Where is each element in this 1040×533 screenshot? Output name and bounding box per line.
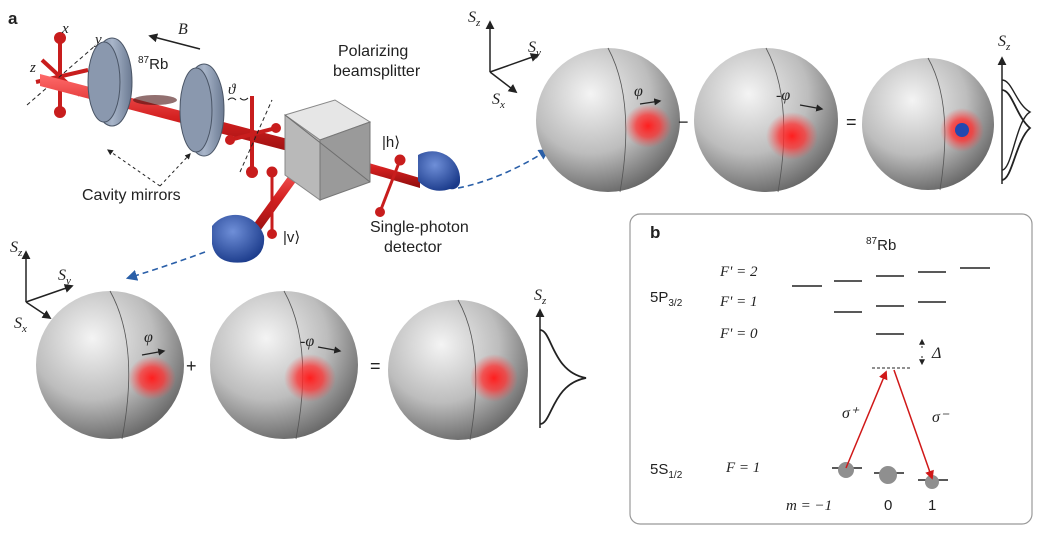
bottom-axis-sx: Sx <box>14 315 27 335</box>
panel-a: a x y z B 87Rb <box>8 9 550 281</box>
analyzer-dashed <box>239 99 273 173</box>
level-f2-label: F' = 2 <box>719 264 758 280</box>
bottom-sz-distribution <box>535 308 587 428</box>
atom-label: 87Rb <box>138 55 168 73</box>
panel-b-box <box>629 213 1033 525</box>
angle-brace <box>227 97 249 101</box>
panel-a-label: a <box>8 9 18 28</box>
top-sz-distribution <box>997 56 1032 184</box>
top-sphere-1 <box>536 47 680 193</box>
top-spin-axes <box>485 20 540 94</box>
bottom-op-2: = <box>370 356 381 376</box>
v-port-marker <box>266 166 278 239</box>
ground-state-label: 5S1/2 <box>650 461 683 481</box>
top-axis-sx: Sx <box>492 91 505 111</box>
top-op-1: − <box>678 112 689 132</box>
top-sz-label: Sz <box>998 33 1011 53</box>
analyzer-angle: ϑ <box>228 82 237 98</box>
cavity-mirrors-label: Cavity mirrors <box>82 187 181 204</box>
bottom-phi-2: -φ <box>300 333 314 350</box>
top-sphere-2 <box>694 47 838 193</box>
bottom-sphere-1 <box>36 290 184 440</box>
panel-b-atom: 87Rb <box>866 236 896 254</box>
polarization-analyzer <box>225 96 281 178</box>
excited-state-label: 5P3/2 <box>650 289 683 309</box>
detector-h <box>418 151 461 191</box>
level-f1-label: F' = 1 <box>719 294 758 310</box>
panel-b-label: b <box>650 223 660 242</box>
bottom-axis-sy: Sy <box>58 267 71 287</box>
level-fg-label: F = 1 <box>725 460 760 476</box>
pbs-label-line2: beamsplitter <box>333 63 421 80</box>
m-one-label: 1 <box>928 497 936 514</box>
pbs-label-line1: Polarizing <box>338 43 408 60</box>
detector-label-line2: detector <box>384 239 442 256</box>
detector-label-line1: Single-photon <box>370 219 469 236</box>
top-axis-sz: Sz <box>468 9 481 29</box>
axis-z-label: z <box>29 60 36 76</box>
atom-axis-dashed <box>26 44 97 106</box>
mirror-pointer-left <box>107 149 161 187</box>
b-field-label: B <box>178 21 188 38</box>
bottom-sz-label: Sz <box>534 287 547 307</box>
bottom-sphere-3 <box>388 299 528 441</box>
top-sphere-3 <box>862 57 994 191</box>
arrow-to-bottom-row <box>125 251 206 281</box>
h-port-marker <box>375 154 406 217</box>
sigma-minus-label: σ⁻ <box>932 409 950 426</box>
bottom-phi-1: φ <box>144 329 153 346</box>
top-phi-2: -φ <box>776 87 790 104</box>
raman-transitions <box>845 369 934 480</box>
port-h-label: |h⟩ <box>382 134 400 151</box>
detuning-label: Δ <box>931 345 941 362</box>
cavity-mirror-right <box>179 63 225 157</box>
m-zero-label: 0 <box>884 497 892 514</box>
cavity-mirror-left <box>87 37 133 127</box>
levels-f1 <box>834 301 946 313</box>
detector-v <box>212 214 265 263</box>
top-phi-1: φ <box>634 83 643 100</box>
bottom-op-1: + <box>186 356 197 376</box>
sigma-plus-label: σ⁺ <box>842 405 860 422</box>
bottom-spin-axes <box>21 250 74 319</box>
port-v-label: |v⟩ <box>283 229 300 246</box>
mirror-pointer-right <box>159 153 191 187</box>
bottom-sphere-2 <box>210 290 358 440</box>
top-spin-row: Sz Sy Sx φ − -φ = <box>468 9 1032 193</box>
ground-levels <box>832 462 948 489</box>
bottom-spin-row: Sz Sy Sx φ + -φ = Sz <box>10 239 587 441</box>
levels-f2 <box>792 267 990 287</box>
top-op-2: = <box>846 112 857 132</box>
arrow-to-top-row <box>457 148 550 189</box>
axis-x-label: x <box>61 21 69 37</box>
axis-y-label: y <box>93 32 102 48</box>
m-label: m = −1 <box>786 498 832 514</box>
panel-b: b 87Rb 5P3/2 F' = 2 F' = 1 F' = 0 Δ 5S1/… <box>629 213 1033 525</box>
level-f0-label: F' = 0 <box>719 326 758 342</box>
top-axis-sy: Sy <box>528 39 541 59</box>
atom-in-cavity <box>133 95 177 105</box>
polarizing-beamsplitter <box>283 99 372 201</box>
b-field-arrow <box>148 33 201 50</box>
bottom-axis-sz: Sz <box>10 239 23 259</box>
